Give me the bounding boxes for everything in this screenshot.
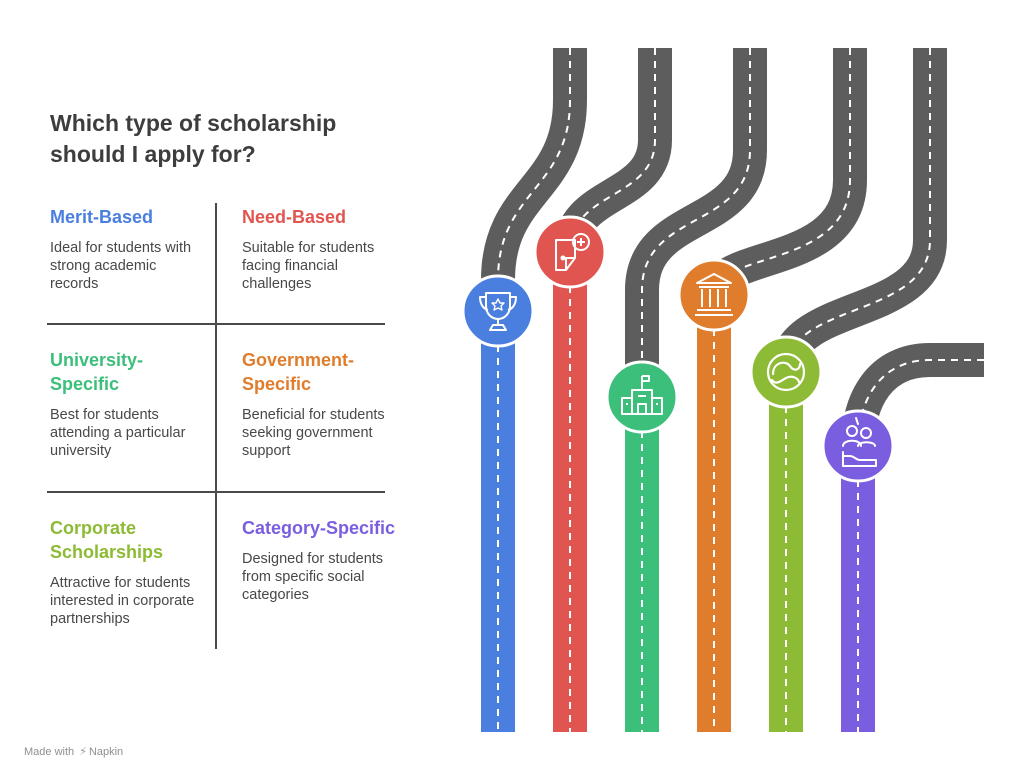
- government-circle: [677, 258, 751, 332]
- page-title: Which type of scholarship should I apply…: [50, 110, 337, 167]
- option-description: Designed for students from specific soci…: [242, 551, 384, 603]
- option-description: Ideal for students with strong academic …: [50, 240, 192, 292]
- merit-circle: [461, 274, 535, 348]
- option-heading: University-Specific: [50, 350, 144, 394]
- napkin-logo-icon: ⚡: [79, 746, 87, 758]
- corporate-circle: [749, 335, 823, 409]
- option-merit-based: Merit-Based Ideal for students with stro…: [50, 205, 208, 293]
- corporate-logo-icon: [766, 352, 806, 392]
- school-building-icon: [621, 375, 663, 415]
- need-circle: [533, 215, 607, 289]
- option-heading: Corporate Scholarships: [50, 518, 164, 562]
- community-hand-icon: [842, 417, 877, 467]
- road-1: [481, 48, 587, 311]
- option-heading: Government-Specific: [242, 350, 355, 394]
- option-university-specific: University-Specific Best for students at…: [50, 348, 208, 460]
- option-corporate-scholarships: Corporate Scholarships Attractive for st…: [50, 516, 208, 628]
- option-description: Beneficial for students seeking governme…: [242, 407, 385, 459]
- option-description: Best for students attending a particular…: [50, 407, 186, 459]
- footer-credit: Made with ⚡ Napkin: [24, 745, 123, 758]
- footer-brand: Napkin: [88, 746, 124, 758]
- trophy-icon: [479, 292, 517, 331]
- grid-divider-vertical: [215, 203, 217, 649]
- wallet-plus-icon: [555, 233, 590, 271]
- option-heading: Need-Based: [242, 207, 347, 227]
- option-heading: Merit-Based: [50, 207, 154, 227]
- option-heading: Category-Specific: [242, 518, 396, 538]
- option-description: Attractive for students interested in co…: [50, 575, 195, 627]
- option-description: Suitable for students facing financial c…: [242, 240, 375, 292]
- option-category-specific: Category-Specific Designed for students …: [242, 516, 400, 604]
- option-need-based: Need-Based Suitable for students facing …: [242, 205, 400, 293]
- footer-made-with: Made with: [24, 746, 75, 758]
- bank-building-icon: [695, 273, 733, 316]
- option-government-specific: Government-Specific Beneficial for stude…: [242, 348, 400, 460]
